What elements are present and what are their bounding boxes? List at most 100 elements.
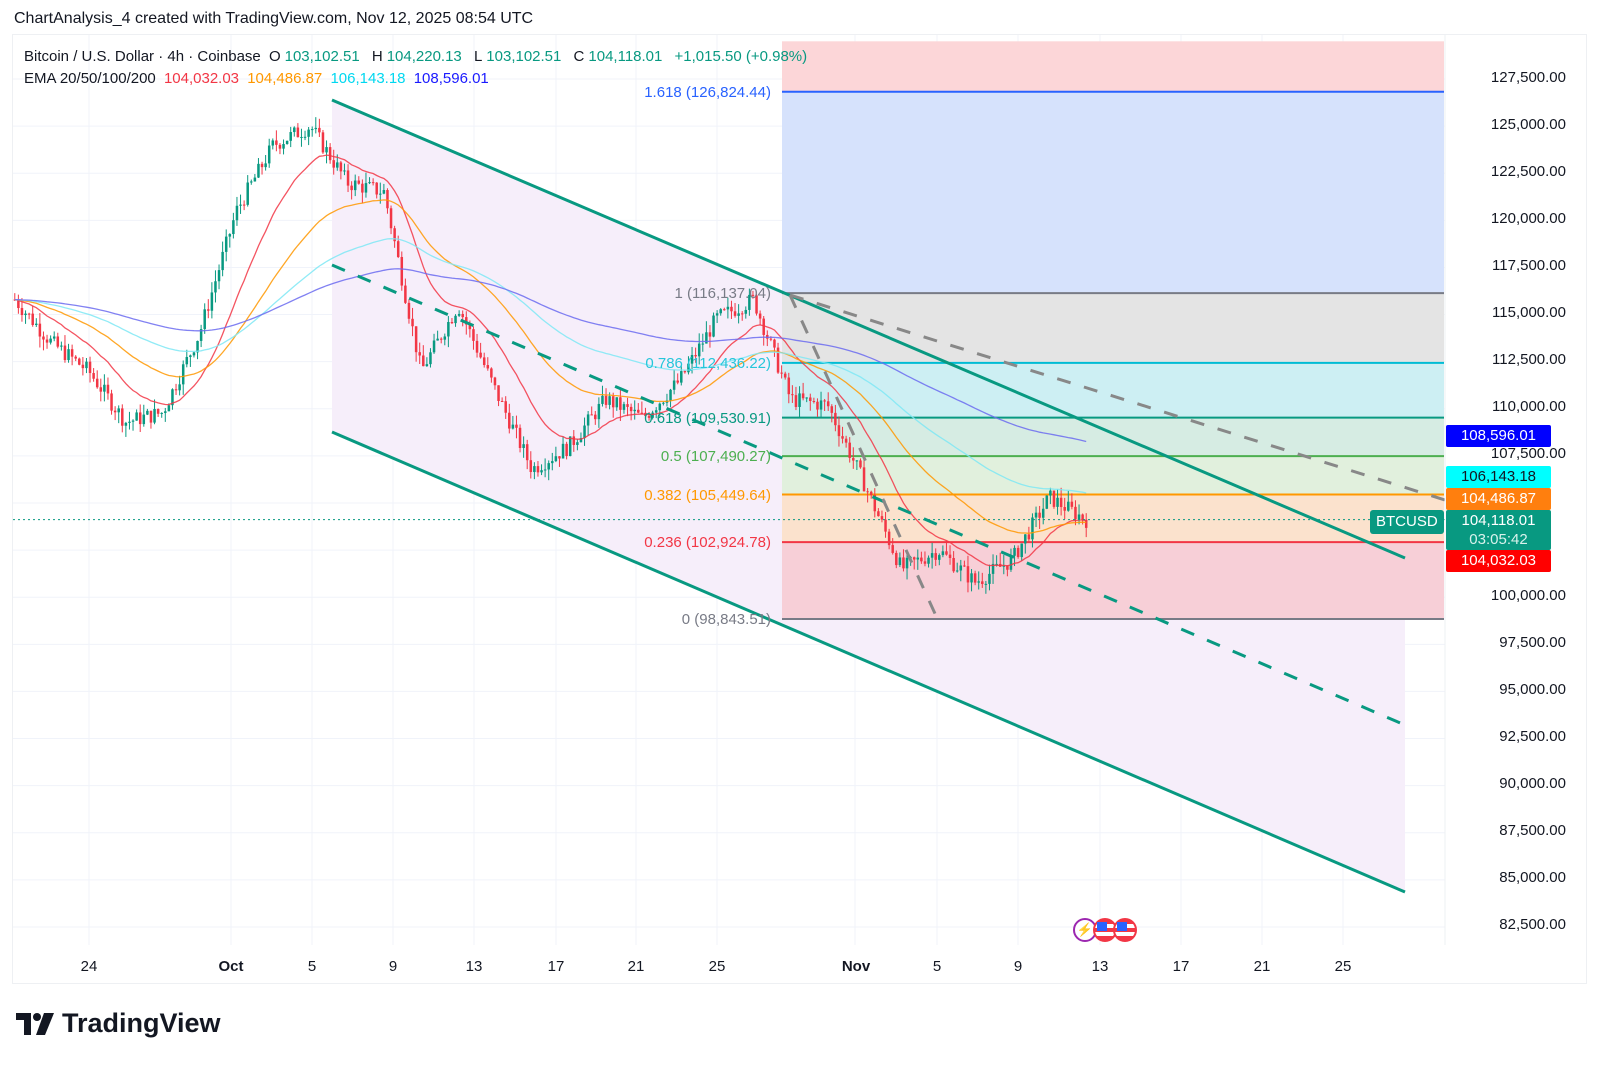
price-tick: 92,500.00 [1499, 728, 1566, 745]
candle-body [737, 313, 740, 316]
candle-body [912, 557, 916, 560]
candle-body [733, 311, 737, 316]
grey-dashed-trendline [789, 293, 1446, 502]
candle-body [346, 170, 350, 186]
candle-body [769, 338, 773, 340]
candle-body [694, 355, 697, 357]
chart-caption: ChartAnalysis_4 created with TradingView… [14, 10, 534, 27]
candle-body [56, 336, 60, 347]
candle-body [257, 163, 260, 178]
price-tick: 120,000.00 [1490, 210, 1566, 227]
time-tick: 25 [708, 958, 726, 975]
candle-body [246, 182, 249, 205]
us-flag-event-icon[interactable] [1113, 918, 1137, 942]
candle-body [751, 294, 755, 296]
price-tick: 87,500.00 [1499, 822, 1566, 839]
candle-body [723, 309, 726, 311]
grey-dashed-drop-line [788, 294, 939, 619]
candle-body [199, 329, 203, 341]
fib-label-1: 1 (116,137.04) [674, 285, 771, 302]
candle-body [465, 317, 468, 325]
candle-body [941, 551, 945, 556]
candle-body [293, 127, 296, 133]
ema-line-100 [14, 238, 1087, 494]
candle-body [830, 406, 834, 413]
symbol-title[interactable]: Bitcoin / U.S. Dollar · 4h · Coinbase [24, 48, 261, 65]
candle-body [837, 425, 841, 437]
price-tick: 100,000.00 [1490, 587, 1566, 604]
candle-body [798, 393, 801, 407]
fib-zone [782, 91, 1444, 294]
price-tick: 122,500.00 [1490, 163, 1566, 180]
time-tick: Oct [218, 958, 244, 975]
candle-body [432, 340, 436, 353]
candle-body [271, 140, 275, 146]
candle-body [414, 326, 418, 353]
candle-body [565, 443, 568, 457]
candle-body [174, 389, 178, 391]
time-tick: 5 [307, 958, 317, 975]
candle-body [547, 463, 550, 470]
candle-body [45, 339, 49, 343]
candle-body [690, 355, 694, 364]
candle-body [522, 444, 525, 448]
candle-body [131, 420, 135, 422]
candle-body [396, 241, 400, 257]
candle-body [368, 182, 371, 184]
candle-body [493, 377, 497, 386]
tradingview-logo[interactable]: TradingView [16, 1008, 221, 1039]
fib-label-1618: 1.618 (126,824.44) [644, 84, 771, 101]
candle-body [307, 129, 310, 137]
candle-body [121, 408, 124, 426]
price-tick: 90,000.00 [1499, 775, 1566, 792]
candle-body [203, 309, 206, 330]
candle-body [952, 557, 955, 572]
candle-body [1013, 547, 1016, 556]
candle-body [719, 309, 722, 314]
candle-body [1038, 512, 1041, 518]
candle-body [1081, 514, 1084, 520]
candle-body [27, 313, 31, 315]
candle-body [622, 404, 626, 410]
candle-body [454, 315, 457, 324]
candle-body [834, 412, 837, 426]
ema-title[interactable]: EMA 20/50/100/200 [24, 70, 156, 87]
candle-body [791, 394, 794, 396]
candle-body [780, 372, 783, 374]
candle-body [339, 162, 343, 172]
fib-label-0786: 0.786 (112,436.22) [645, 355, 771, 372]
candle-body [515, 424, 518, 428]
fib-zone [782, 417, 1444, 457]
candle-body [826, 401, 830, 407]
candle-body [38, 323, 42, 337]
candle-body [558, 456, 561, 459]
candle-body [164, 411, 167, 413]
candle-body [228, 234, 232, 237]
candle-body [583, 425, 586, 439]
candle-body [239, 204, 242, 206]
candle-body [981, 581, 984, 585]
symbol-tag: BTCUSD [1370, 510, 1444, 534]
close-value: 104,118.01 [588, 48, 663, 65]
candle-body [364, 183, 368, 193]
candle-body [1027, 534, 1031, 540]
candle-body [697, 343, 701, 357]
candle-body [35, 323, 38, 325]
candle-body [995, 563, 998, 565]
time-tick: Nov [841, 958, 871, 975]
candle-body [425, 364, 429, 367]
candle-body [260, 163, 264, 168]
candle-body [404, 285, 407, 303]
candle-body [866, 491, 869, 493]
candle-body [794, 395, 798, 407]
candle-body [1041, 508, 1045, 518]
candle-body [267, 145, 271, 164]
candle-body [375, 182, 378, 195]
fib-zone [782, 494, 1444, 543]
candle-body [1016, 547, 1020, 558]
candle-body [529, 460, 533, 473]
time-tick: 21 [1253, 958, 1271, 975]
candle-body [235, 205, 239, 221]
